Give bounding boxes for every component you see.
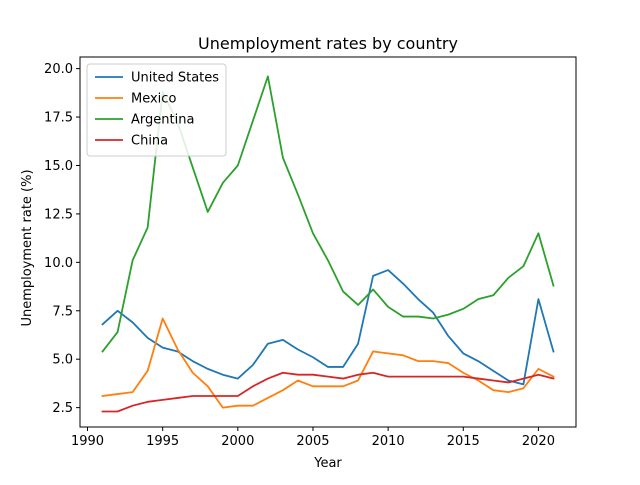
series-line-mexico [101,317,555,409]
chart-title: Unemployment rates by country [198,34,458,53]
x-axis-label: Year [313,456,342,471]
x-tick-label: 2020 [522,434,555,449]
plot-frame [79,56,577,428]
y-tick-label: 12.5 [44,207,73,222]
x-tick-label: 2005 [296,434,329,449]
legend-label: China [131,134,168,149]
legend-label: Argentina [131,113,194,128]
y-tick-label: 20.0 [44,62,73,77]
y-tick-label: 7.5 [52,304,73,319]
x-tick-label: 2010 [372,434,405,449]
x-tick-label: 1995 [146,434,179,449]
legend-label: United States [131,71,219,86]
y-tick-label: 2.5 [52,401,73,416]
y-tick-label: 15.0 [44,159,73,174]
y-axis: 2.5 5.0 7.5 10.0 12.5 15.0 17.5 20.0 [44,62,80,416]
legend-box [86,63,227,157]
legend: United States Mexico Argentina China [86,63,227,157]
y-tick-label: 17.5 [44,111,73,126]
y-axis-label: Unemployment rate (%) [20,169,35,326]
y-tick-label: 10.0 [44,256,73,271]
legend-label: Mexico [131,92,176,107]
x-tick-label: 1990 [71,434,104,449]
series-line-china [101,371,555,413]
series-line-united-states [101,269,555,386]
y-tick-label: 5.0 [52,353,73,368]
x-tick-label: 2000 [221,434,254,449]
x-axis: 1990 1995 2000 2005 2010 2015 2020 [71,427,555,449]
x-tick-label: 2015 [447,434,480,449]
